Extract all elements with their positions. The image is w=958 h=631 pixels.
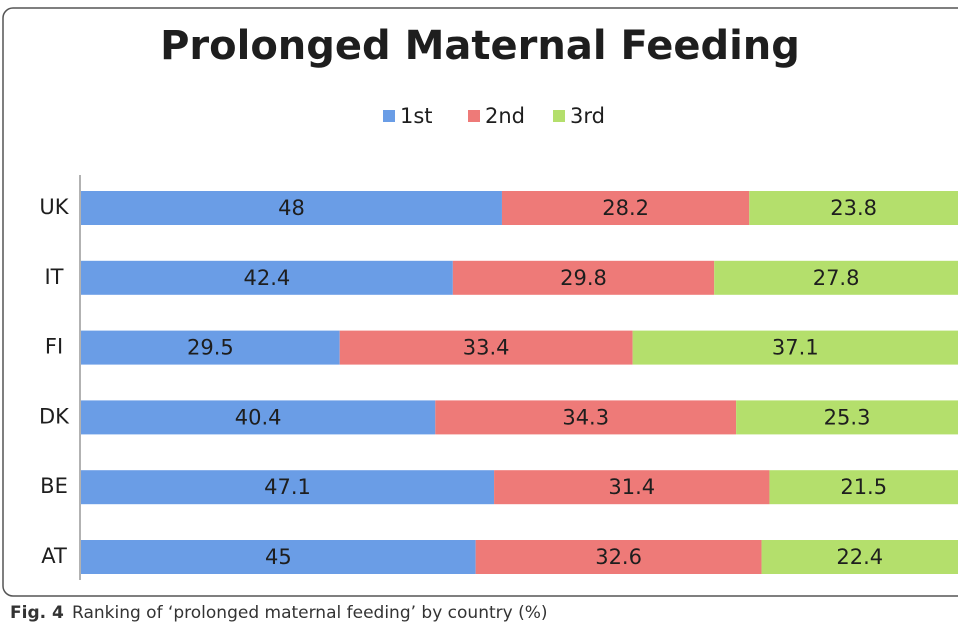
- bar-segment: [435, 400, 737, 435]
- y-tick-label: BE: [40, 474, 68, 498]
- bar-segment: [769, 470, 958, 505]
- bar-segment: [81, 540, 476, 574]
- y-tick-label: FI: [45, 335, 63, 359]
- value-label: 32.6: [595, 545, 642, 569]
- value-label: 48: [278, 196, 305, 220]
- bar-segment: [501, 191, 750, 225]
- value-label: 21.5: [840, 475, 887, 499]
- y-tick-label: UK: [39, 195, 69, 219]
- bar-segment: [632, 330, 958, 365]
- bar-segment: [81, 260, 453, 295]
- value-label: 23.8: [830, 196, 877, 220]
- legend-label: 1st: [400, 104, 433, 128]
- y-tick-label: IT: [44, 265, 63, 289]
- y-tick-label: AT: [41, 544, 67, 568]
- chart-title: Prolonged Maternal Feeding: [160, 23, 800, 69]
- value-label: 45: [265, 545, 292, 569]
- value-label: 31.4: [608, 475, 655, 499]
- caption-label: Fig. 4: [10, 603, 64, 623]
- legend-label: 3rd: [570, 104, 605, 128]
- value-label: 40.4: [235, 405, 282, 429]
- value-label: 22.4: [836, 545, 883, 569]
- bar-segment: [749, 191, 958, 225]
- value-label: 42.4: [244, 266, 291, 290]
- legend-swatch: [468, 110, 480, 122]
- value-label: 29.5: [187, 336, 234, 360]
- bar-segment: [81, 400, 436, 435]
- value-label: 37.1: [772, 336, 819, 360]
- bar-segment: [81, 470, 495, 505]
- bar-segment: [81, 330, 340, 365]
- value-label: 29.8: [560, 266, 607, 290]
- bar-segment: [339, 330, 633, 365]
- value-label: 47.1: [264, 475, 311, 499]
- bar-segment: [494, 470, 770, 505]
- frame: [2, 7, 958, 597]
- y-tick-label: DK: [39, 404, 70, 428]
- bar-segment: [736, 400, 958, 435]
- legend-swatch: [383, 110, 395, 122]
- bar-segment: [452, 260, 715, 295]
- value-label: 34.3: [562, 405, 609, 429]
- value-label: 25.3: [824, 405, 871, 429]
- legend-label: 2nd: [485, 104, 525, 128]
- bar-segment: [761, 540, 958, 574]
- bar-segment: [714, 260, 958, 295]
- legend-swatch: [553, 110, 565, 122]
- value-label: 33.4: [463, 336, 510, 360]
- bar-segment: [81, 191, 502, 225]
- value-label: 27.8: [813, 266, 860, 290]
- caption: Ranking of ‘prolonged maternal feeding’ …: [72, 603, 548, 623]
- value-label: 28.2: [602, 196, 649, 220]
- bar-segment: [475, 540, 762, 574]
